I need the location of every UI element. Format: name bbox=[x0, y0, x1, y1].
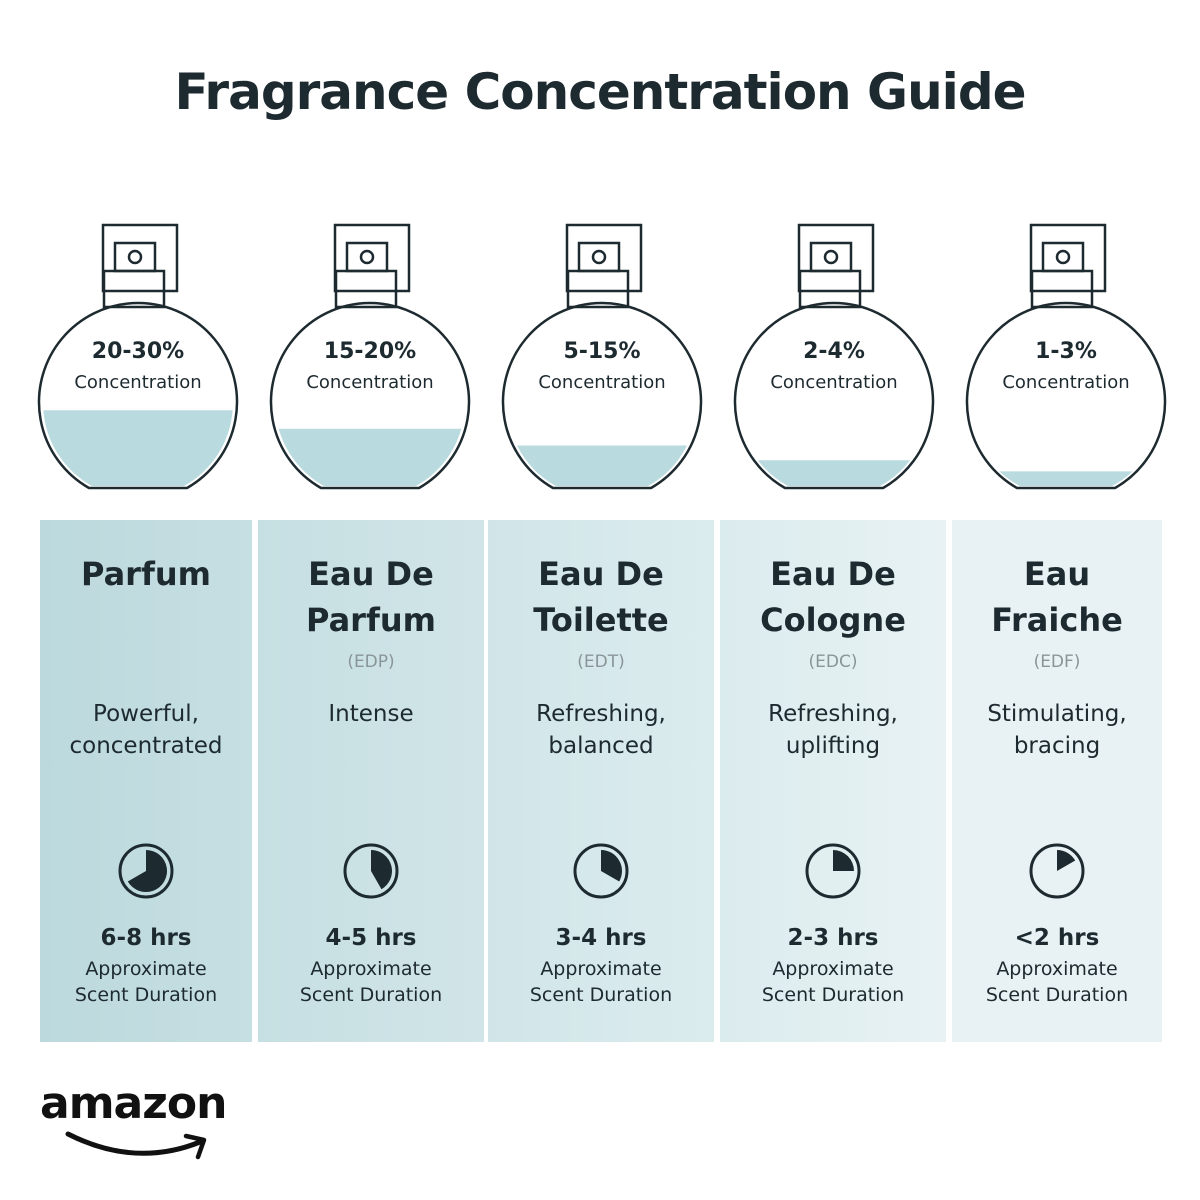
bottle-icon bbox=[501, 223, 703, 490]
amazon-logo: amazon bbox=[40, 1080, 260, 1170]
bottle-icon bbox=[965, 223, 1167, 490]
duration-value: <2 hrs bbox=[1014, 925, 1100, 951]
type-name-line-2: Toilette bbox=[533, 601, 669, 639]
type-description: Intense bbox=[328, 701, 414, 727]
type-abbreviation: (EDT) bbox=[577, 652, 625, 672]
clock-duration-wedge bbox=[601, 850, 622, 882]
concentration-label: Concentration bbox=[770, 372, 898, 393]
duration-label-line-2: Scent Duration bbox=[74, 984, 218, 1006]
column-eau-de-toilette: Eau De Toilette (EDT) Refreshing, balanced … bbox=[488, 520, 714, 1042]
concentration-label: Concentration bbox=[306, 372, 434, 393]
clock-duration-wedge bbox=[127, 850, 167, 892]
bottle-icon bbox=[37, 223, 239, 490]
type-name-line-1: Parfum bbox=[80, 555, 211, 593]
clock-duration-wedge bbox=[371, 850, 392, 890]
liquid-fill bbox=[43, 410, 233, 486]
concentration-percent: 2-4% bbox=[803, 339, 865, 364]
duration-label-line-1: Approximate bbox=[85, 958, 207, 980]
type-description: Stimulating, bracing bbox=[987, 701, 1127, 759]
column-eau-de-parfum: Eau De Parfum (EDP) Intense 4-5 hrs Approxi… bbox=[258, 520, 484, 1042]
type-description: Refreshing, balanced bbox=[536, 701, 666, 759]
duration-value: 4-5 hrs bbox=[325, 925, 417, 951]
duration-label-line-2: Scent Duration bbox=[985, 984, 1129, 1006]
smile-arrow-icon bbox=[65, 1131, 207, 1160]
page-title: Fragrance Concentration Guide bbox=[174, 63, 1026, 121]
duration-label-line-1: Approximate bbox=[310, 958, 432, 980]
duration-value: 6-8 hrs bbox=[100, 925, 192, 951]
concentration-percent: 5-15% bbox=[563, 339, 641, 364]
duration-value: 3-4 hrs bbox=[555, 925, 647, 951]
concentration-percent: 1-3% bbox=[1035, 339, 1097, 364]
duration-label-line-2: Scent Duration bbox=[529, 984, 673, 1006]
clock-duration-wedge bbox=[1057, 850, 1076, 871]
bottle-icon bbox=[733, 223, 935, 490]
type-name-line-2: Cologne bbox=[760, 601, 906, 639]
type-description: Refreshing, uplifting bbox=[768, 701, 898, 759]
column-parfum: Parfum Powerful, concentrated 6-8 hrs App… bbox=[40, 520, 252, 1042]
clock-icon bbox=[805, 843, 861, 899]
clock-duration-wedge bbox=[833, 850, 854, 871]
liquid-fill bbox=[517, 445, 687, 486]
column-eau-de-cologne: Eau De Cologne (EDC) Refreshing, uplifting … bbox=[720, 520, 946, 1042]
bottle-3: 5-15% Concentration bbox=[497, 220, 707, 500]
duration-value: 2-3 hrs bbox=[787, 925, 879, 951]
bottle-4: 2-4% Concentration bbox=[729, 220, 939, 500]
logo-wordmark: amazon bbox=[40, 1078, 227, 1129]
bottle-1: 20-30% Concentration bbox=[33, 220, 243, 500]
concentration-label: Concentration bbox=[538, 372, 666, 393]
type-abbreviation: (EDC) bbox=[808, 652, 858, 672]
duration-label-line-1: Approximate bbox=[540, 958, 662, 980]
bottle-icon bbox=[269, 223, 471, 490]
liquid-fill bbox=[757, 460, 911, 486]
type-description: Powerful, concentrated bbox=[69, 701, 223, 759]
bottle-2: 15-20% Concentration bbox=[265, 220, 475, 500]
liquid-fill bbox=[278, 428, 462, 486]
type-name-line-2: Fraiche bbox=[991, 601, 1123, 639]
type-name-line-1: Eau bbox=[1023, 555, 1091, 593]
clock-icon bbox=[1029, 843, 1085, 899]
concentration-percent: 20-30% bbox=[91, 339, 185, 364]
clock-icon bbox=[573, 843, 629, 899]
clock-icon bbox=[343, 843, 399, 899]
duration-label-line-2: Scent Duration bbox=[761, 984, 905, 1006]
concentration-label: Concentration bbox=[74, 372, 202, 393]
clock-icon bbox=[118, 843, 174, 899]
duration-label-line-1: Approximate bbox=[772, 958, 894, 980]
concentration-percent: 15-20% bbox=[323, 339, 417, 364]
type-abbreviation: (EDF) bbox=[1033, 652, 1081, 672]
duration-label-line-1: Approximate bbox=[996, 958, 1118, 980]
type-name-line-1: Eau De bbox=[308, 555, 434, 593]
liquid-fill bbox=[999, 471, 1133, 486]
concentration-label: Concentration bbox=[1002, 372, 1130, 393]
type-abbreviation: (EDP) bbox=[347, 652, 395, 672]
type-name-line-2: Parfum bbox=[305, 601, 436, 639]
type-name-line-1: Eau De bbox=[538, 555, 664, 593]
bottle-5: 1-3% Concentration bbox=[961, 220, 1171, 500]
column-eau-fraiche: Eau Fraiche (EDF) Stimulating, bracing <2 h… bbox=[952, 520, 1162, 1042]
duration-label-line-2: Scent Duration bbox=[299, 984, 443, 1006]
type-name-line-1: Eau De bbox=[770, 555, 896, 593]
